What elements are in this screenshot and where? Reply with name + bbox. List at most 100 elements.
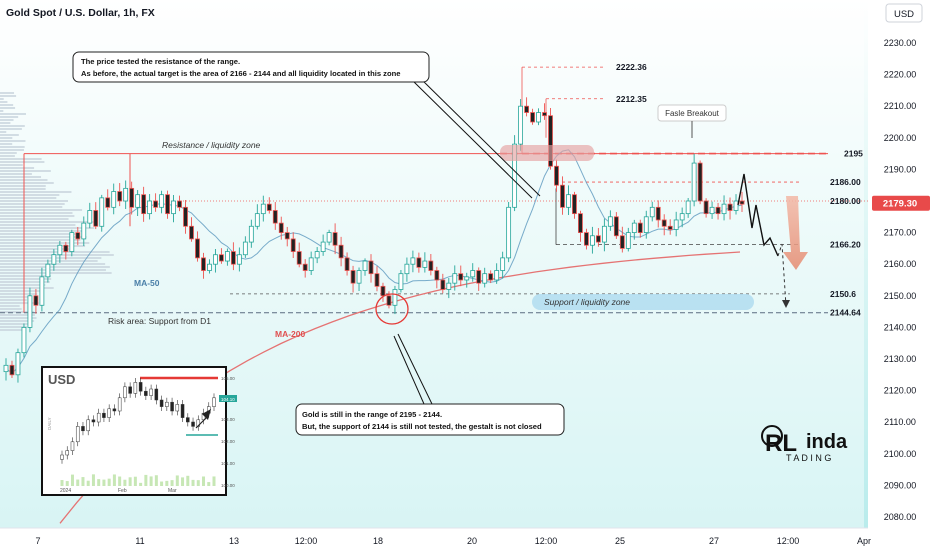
inset-volume-bar (196, 480, 200, 486)
candle-body (308, 257, 314, 271)
volume-profile-bar (0, 176, 42, 178)
top-note-line-1: The price tested the resistance of the r… (81, 57, 240, 66)
inset-price-tag-text: 104.10 (221, 397, 235, 402)
candle-body (374, 273, 380, 287)
candle-body (530, 112, 535, 123)
candle-body (39, 276, 45, 306)
candle-body (470, 270, 476, 278)
inset-candle-body (65, 450, 69, 456)
inset-volume-bar (154, 475, 158, 486)
price-tick-13: 2100.00 (884, 449, 917, 459)
volume-profile-bar (0, 137, 13, 139)
inset-candle-body (70, 441, 75, 451)
candle-body (69, 232, 75, 252)
volume-profile-bar (0, 191, 72, 193)
candle-body (111, 191, 117, 208)
candle-body (482, 273, 488, 284)
symbol-title: Gold Spot / U.S. Dollar, 1h, FX (6, 7, 155, 19)
time-axis-labels: 7 11 13 12:00 18 20 12:00 25 27 12:00 Apr (35, 536, 871, 546)
volume-profile (0, 92, 114, 331)
volume-profile-bar (0, 173, 32, 175)
candle-body (685, 200, 691, 215)
currency-button[interactable] (885, 3, 923, 23)
candle-body (117, 191, 123, 202)
inset-volume-bar (97, 479, 101, 486)
candle-body (476, 270, 482, 284)
candle-body (33, 295, 39, 306)
candle-body (494, 270, 500, 281)
volume-profile-bar (0, 128, 22, 130)
logo-top-text: inda (806, 431, 848, 453)
candle-body (236, 254, 242, 265)
volume-profile-bar (0, 245, 86, 247)
candle-body (422, 260, 428, 268)
inset-candle-body (123, 386, 127, 399)
inset-volume-bar (212, 476, 216, 486)
volume-profile-bar (0, 254, 114, 256)
inset-candle-body (107, 408, 111, 418)
inset-candle-body (144, 390, 148, 396)
inset-x-label-2: Mar (168, 488, 177, 494)
volume-profile-bar (0, 287, 54, 289)
candle-body (643, 216, 649, 234)
candle-body (595, 235, 601, 243)
volume-profile-bar (0, 278, 52, 280)
inset-volume-bar (91, 474, 95, 486)
inset-price-tag (219, 395, 237, 402)
time-axis[interactable] (0, 528, 932, 550)
candles (3, 97, 745, 383)
inset-candle-body (112, 408, 117, 412)
price-tick-10: 2130.00 (884, 354, 917, 364)
candle-body (165, 194, 170, 215)
candle-body (302, 263, 308, 271)
time-tick-10: Apr (857, 536, 871, 546)
volume-profile-bar (0, 158, 42, 160)
inset-volume-bar (144, 474, 148, 486)
candle-body (201, 257, 206, 271)
price-tick-7: 2160.00 (884, 259, 917, 269)
candle-body (87, 210, 93, 224)
inset-candle-body (102, 412, 106, 418)
price-axis[interactable] (868, 0, 932, 550)
inset-volume-bar (160, 481, 164, 486)
volume-profile-bar (0, 236, 87, 238)
price-tick-0: 2230.00 (884, 38, 917, 48)
risk-label: Risk area: Support from D1 (108, 316, 211, 326)
price-tick-1: 2220.00 (884, 70, 917, 80)
candle-body (733, 200, 739, 211)
inset-candle-body (170, 401, 174, 412)
projection-path (737, 173, 779, 257)
candle-body (266, 203, 272, 211)
volume-profile-bar (0, 317, 37, 319)
inset-candles (60, 378, 216, 464)
inset-candle-body (75, 426, 80, 443)
candle-body (613, 216, 619, 237)
volume-profile-bar (0, 188, 46, 190)
volume-profile-bar (0, 275, 51, 277)
top-note-line-2: As before, the actual target is the area… (81, 69, 400, 78)
inset-candle-body (96, 412, 101, 423)
top-note-box (72, 51, 430, 83)
volume-profile-bar (0, 164, 23, 166)
inset-title: USD (48, 372, 75, 387)
inset-y-label-5: 100.00 (221, 483, 235, 488)
inset-y-label-4: 101.00 (221, 461, 235, 466)
candle-body (398, 273, 404, 290)
candle-body (9, 364, 15, 376)
candle-body (637, 222, 643, 233)
svg-text:2179.30: 2179.30 (883, 199, 917, 210)
candle-body (153, 200, 158, 208)
volume-profile-bar (0, 323, 32, 325)
inset-daily-chart: USD DAILY 105.00 104.10 103.00 102.00 10… (41, 366, 237, 496)
bottom-note-line-2: But, the support of 2144 is still not te… (302, 422, 542, 431)
candle-body (356, 270, 362, 284)
inset-candle-body (60, 454, 64, 460)
price-tick-8: 2150.00 (884, 291, 917, 301)
volume-profile-bar (0, 200, 68, 202)
volume-profile-bar (0, 203, 65, 205)
inset-candle-body (86, 419, 90, 432)
candle-body (278, 222, 284, 233)
candle-body (739, 200, 745, 205)
candle-body (183, 206, 188, 227)
